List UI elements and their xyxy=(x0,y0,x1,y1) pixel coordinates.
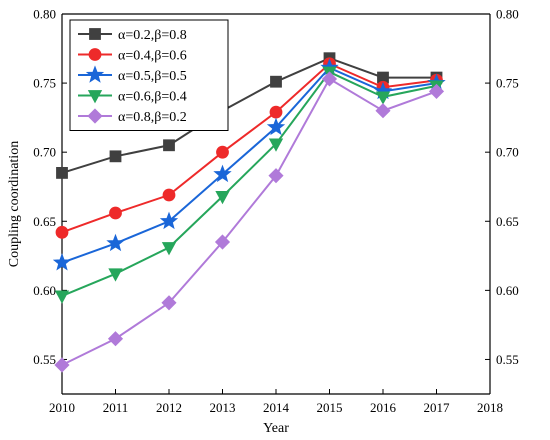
series-layer xyxy=(52,52,446,373)
data-point xyxy=(375,103,391,119)
x-tick-label: 2013 xyxy=(210,400,236,415)
data-point xyxy=(163,139,175,152)
data-point xyxy=(55,225,69,239)
x-tick-label: 2011 xyxy=(103,400,129,415)
y-tick-label: 0.55 xyxy=(33,352,56,367)
legend-marker xyxy=(89,28,101,40)
y-tick-label: 0.70 xyxy=(33,145,56,160)
legend-item: α=0.8,β=0.2 xyxy=(78,108,187,125)
y-tick-label: 0.80 xyxy=(33,7,56,22)
data-point xyxy=(214,234,231,250)
legend-label: α=0.4,β=0.6 xyxy=(118,49,187,64)
data-point xyxy=(269,105,283,119)
x-tick-label: 2016 xyxy=(370,400,397,415)
axis-ticks: 2010 2011 2012 2013 2014 2015 2016 2017 2018 0.55… xyxy=(33,7,519,416)
series-line xyxy=(61,57,437,174)
right-y-tick-label: 0.65 xyxy=(496,214,519,229)
data-point xyxy=(56,167,68,179)
series-5 xyxy=(54,71,445,373)
data-point xyxy=(54,357,70,373)
data-point xyxy=(268,168,284,184)
data-point xyxy=(54,290,70,304)
legend-marker xyxy=(87,108,103,124)
data-point xyxy=(268,138,284,152)
series-line xyxy=(61,77,437,366)
data-point xyxy=(107,331,124,347)
x-tick-label: 2015 xyxy=(317,400,343,415)
data-point xyxy=(109,206,122,220)
legend-label: α=0.5,β=0.5 xyxy=(118,69,187,84)
legend-item: α=0.2,β=0.8 xyxy=(78,28,187,43)
data-point xyxy=(52,253,72,271)
y-tick-label: 0.60 xyxy=(33,283,56,298)
right-y-tick-label: 0.70 xyxy=(496,145,519,160)
x-tick-label: 2012 xyxy=(156,400,182,415)
data-point xyxy=(216,145,229,159)
x-tick-label: 2018 xyxy=(477,400,503,415)
data-point xyxy=(270,75,282,88)
legend-label: α=0.6,β=0.4 xyxy=(118,90,187,105)
y-tick-label: 0.75 xyxy=(33,76,56,91)
x-tick-label: 2014 xyxy=(263,400,290,415)
data-point xyxy=(266,117,286,136)
legend-item: α=0.6,β=0.4 xyxy=(78,90,187,105)
x-axis-title: Year xyxy=(263,421,289,436)
legend: α=0.2,β=0.8 α=0.4,β=0.6 α=0.5,β=0.5 α=0.6,β… xyxy=(69,19,229,131)
data-point xyxy=(161,295,177,311)
right-y-tick-label: 0.80 xyxy=(496,7,519,22)
series-line xyxy=(61,66,437,264)
series-line xyxy=(61,70,437,297)
data-point xyxy=(428,83,445,99)
y-axis-title: Coupling coordination xyxy=(7,141,22,267)
x-tick-label: 2017 xyxy=(424,400,451,415)
series-4 xyxy=(54,66,444,304)
data-point xyxy=(162,188,176,202)
legend-label: α=0.2,β=0.8 xyxy=(118,28,187,43)
x-tick-label: 2010 xyxy=(49,400,75,415)
data-point xyxy=(321,71,338,87)
legend-marker xyxy=(87,90,103,104)
legend-marker xyxy=(85,65,105,83)
series-line xyxy=(61,62,437,234)
legend-item: α=0.4,β=0.6 xyxy=(78,48,187,64)
right-y-tick-label: 0.75 xyxy=(496,76,519,91)
series-3 xyxy=(52,58,446,271)
data-point xyxy=(375,91,391,105)
data-point xyxy=(159,211,179,230)
legend-label: α=0.8,β=0.2 xyxy=(118,110,187,125)
data-point xyxy=(161,242,177,256)
data-point xyxy=(106,233,125,252)
data-point xyxy=(108,268,123,282)
y-tick-label: 0.65 xyxy=(33,214,56,229)
data-point xyxy=(213,164,232,183)
legend-item: α=0.5,β=0.5 xyxy=(78,65,187,84)
right-y-tick-label: 0.55 xyxy=(496,352,519,367)
data-point xyxy=(215,190,230,205)
data-point xyxy=(109,150,122,163)
legend-marker xyxy=(88,48,102,61)
right-y-tick-label: 0.60 xyxy=(496,283,519,298)
